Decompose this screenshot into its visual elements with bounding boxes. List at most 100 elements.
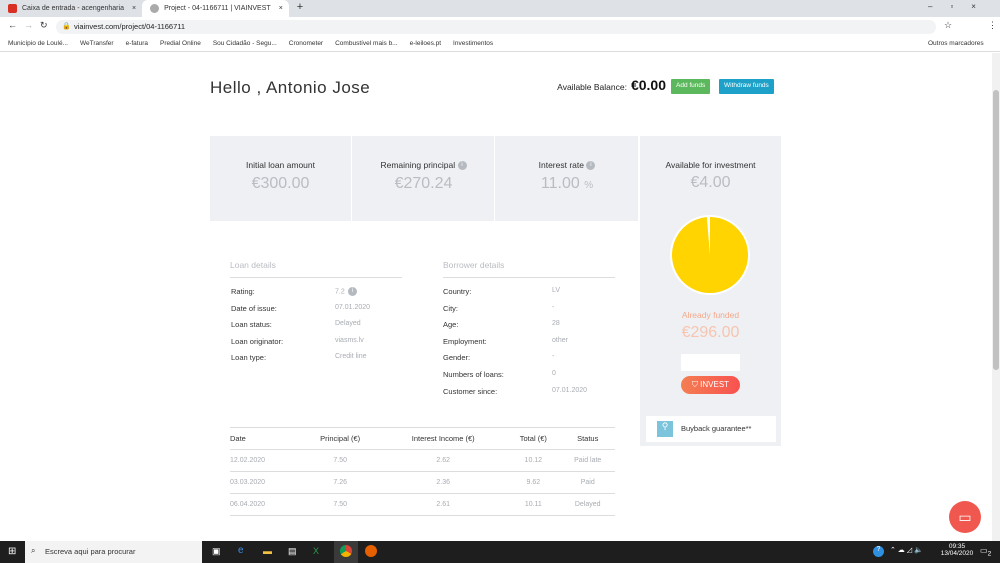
tab-label: Caixa de entrada - acengenharia <box>22 5 124 12</box>
table-cell: 2.61 <box>380 493 507 516</box>
table-row: 12.02.2020 7.50 2.62 10.12 Paid late <box>230 449 615 472</box>
invest-button[interactable]: ⛉ INVEST <box>681 376 740 394</box>
col-interest: Interest Income (€) <box>380 427 507 450</box>
info-icon[interactable]: i <box>347 287 357 296</box>
table-cell: 10.12 <box>506 449 561 472</box>
balance-value: €0.00 <box>630 77 666 93</box>
detail-value: 7.2 i <box>335 287 357 296</box>
detail-label: City: <box>443 303 458 313</box>
notifications-icon[interactable]: ▭2 <box>980 546 992 558</box>
detail-label: Date of issue: <box>231 303 277 313</box>
info-icon[interactable]: i <box>586 161 596 171</box>
table-cell: 2.36 <box>380 471 507 494</box>
scrollbar-thumb[interactable] <box>993 90 999 370</box>
bookmark[interactable]: e-fatura <box>125 40 148 47</box>
bookmark-folder[interactable]: Investimentos <box>453 40 494 47</box>
tray-icons[interactable]: ⌃ ☁ ◿ 🔈 <box>890 547 923 554</box>
add-funds-button[interactable]: Add funds <box>671 79 711 94</box>
tab-bar: Caixa de entrada - acengenharia × Project… <box>0 0 1000 17</box>
detail-value: Credit line <box>335 353 367 360</box>
repayment-schedule: Date Principal (€) Interest Income (€) T… <box>230 427 615 516</box>
bookmark[interactable]: Predial Online <box>159 40 201 47</box>
taskbar-search[interactable]: ⌕ Escreva aqui para procurar <box>25 541 202 563</box>
reload-icon[interactable]: ↻ <box>40 20 48 30</box>
table-cell: Paid <box>560 471 615 494</box>
close-tab-icon[interactable]: × <box>278 5 283 12</box>
balance: Available Balance: €0.00 <box>557 77 666 93</box>
close-tab-icon[interactable]: × <box>131 5 137 12</box>
file-explorer-icon[interactable]: ▬ <box>263 546 272 556</box>
task-view-icon[interactable]: ▣ <box>212 546 221 556</box>
chrome-taskbar-button[interactable] <box>334 541 358 563</box>
loan-stats: Initial loan amount €300.00 Remaining pri… <box>210 136 638 221</box>
available-value: €4.00 <box>690 174 731 191</box>
table-cell: 2.62 <box>380 449 507 472</box>
table-cell: 7.26 <box>300 471 381 494</box>
url-input[interactable]: 🔒 viainvest.com/project/04-1166711 <box>56 20 936 34</box>
tab-label: Project - 04-1166711 | VIAINVEST <box>164 5 271 12</box>
search-icon: ⌕ <box>31 546 36 555</box>
windows-start-icon[interactable]: ⊞ <box>8 546 17 557</box>
bookmarks-bar: Município de Loulé... WeTransfer e-fatur… <box>0 36 1000 52</box>
edge-icon[interactable]: e <box>238 545 244 556</box>
detail-label: Customer since: <box>443 386 498 396</box>
chat-button[interactable]: ▭ <box>949 501 981 533</box>
bookmark[interactable]: WeTransfer <box>79 40 114 47</box>
buyback-guarantee[interactable]: ⚲ Buyback guarantee** <box>646 416 776 442</box>
stat-label: Initial loan amount <box>246 160 315 170</box>
bookmark[interactable]: Cronometer <box>288 40 324 47</box>
info-icon[interactable]: i <box>457 161 467 171</box>
stat-label: Remaining principal <box>380 160 456 170</box>
detail-value: - <box>552 303 555 311</box>
store-icon[interactable]: ▤ <box>288 546 297 556</box>
firefox-icon[interactable] <box>365 545 377 557</box>
detail-value: 07.01.2020 <box>552 386 588 394</box>
available-label: Available for investment <box>665 160 756 170</box>
stat-value: €270.24 <box>394 175 453 193</box>
stat-label: Interest rate <box>538 160 584 170</box>
excel-icon[interactable]: X <box>313 546 320 556</box>
forward-icon[interactable]: → <box>24 20 33 30</box>
col-total: Total (€) <box>506 427 561 450</box>
funded-label: Already funded <box>681 310 740 320</box>
stat-value: €300.00 <box>251 175 310 192</box>
pie-funded-slice <box>672 217 748 293</box>
table-cell: 10.11 <box>506 493 561 516</box>
detail-value: - <box>552 353 555 361</box>
other-bookmarks[interactable]: Outros marcadores <box>928 40 984 47</box>
withdraw-funds-button[interactable]: Withdraw funds <box>719 79 774 94</box>
bookmark[interactable]: Combustível mais b... <box>335 40 398 47</box>
clock[interactable]: 09:35 13/04/2020 <box>940 543 974 557</box>
stat-interest-rate: Interest rate i 11.00 % <box>496 136 638 221</box>
gmail-icon <box>8 4 17 13</box>
stat-remaining-principal: Remaining principal i €270.24 <box>353 136 495 221</box>
invest-amount-input[interactable] <box>681 354 740 371</box>
bookmark[interactable]: Sou Cidadão - Segu... <box>212 40 277 47</box>
funded-value: €296.00 <box>681 324 740 341</box>
table-row: 03.03.2020 7.26 2.36 9.62 Paid <box>230 471 615 494</box>
buyback-label: Buyback guarantee** <box>681 424 752 433</box>
window-controls[interactable]: –▫× <box>928 2 994 11</box>
detail-label: Rating: <box>231 287 255 296</box>
new-tab-button[interactable]: + <box>296 1 304 13</box>
detail-label: Age: <box>443 320 459 330</box>
back-icon[interactable]: ← <box>8 20 17 30</box>
detail-value: 28 <box>552 320 560 328</box>
table-cell: Paid late <box>560 449 615 472</box>
table-cell: 7.50 <box>300 493 381 516</box>
search-placeholder: Escreva aqui para procurar <box>45 547 136 556</box>
star-icon[interactable]: ☆ <box>944 20 953 30</box>
invest-label: INVEST <box>700 380 730 389</box>
menu-icon[interactable]: ⋮ <box>988 20 997 30</box>
bookmark[interactable]: Município de Loulé... <box>8 40 68 47</box>
borrower-details-title: Borrower details <box>443 260 615 278</box>
bookmark[interactable]: e-leiloes.pt <box>409 40 442 47</box>
tab-viainvest[interactable]: Project - 04-1166711 | VIAINVEST × <box>142 0 289 17</box>
tab-strip: Caixa de entrada - acengenharia × Project… <box>0 0 303 17</box>
tab-gmail[interactable]: Caixa de entrada - acengenharia × <box>0 0 142 17</box>
viainvest-icon <box>150 4 160 13</box>
detail-value: Delayed <box>335 320 361 327</box>
time: 09:35 <box>948 543 966 550</box>
detail-label: Loan type: <box>231 353 267 363</box>
help-icon[interactable]: ? <box>873 546 884 557</box>
